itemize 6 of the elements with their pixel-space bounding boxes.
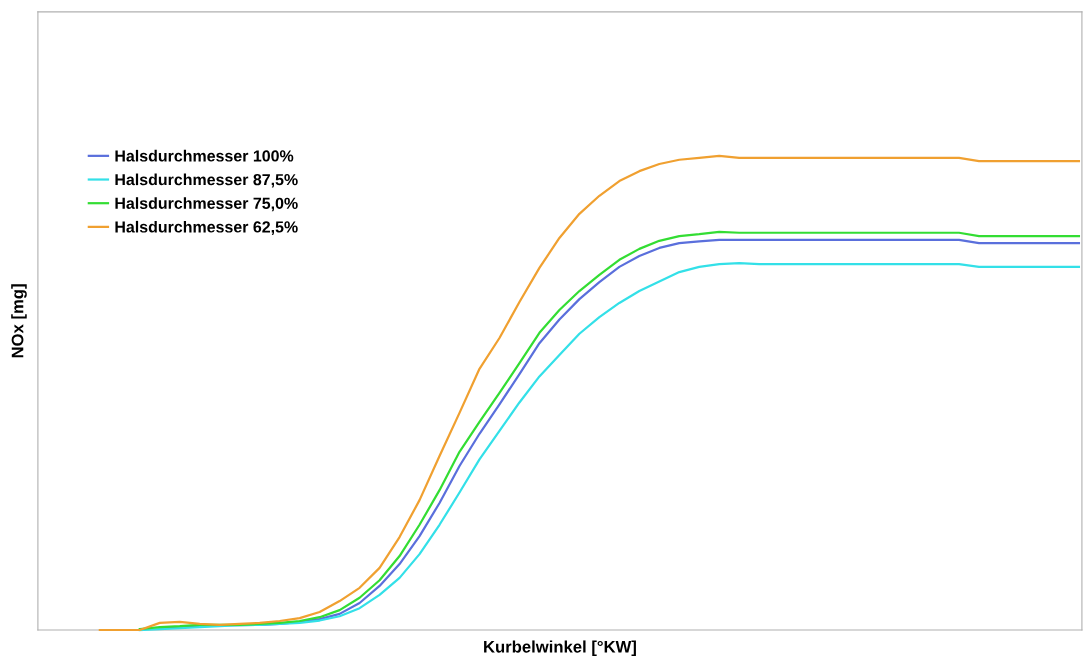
legend-label: Halsdurchmesser 87,5% bbox=[115, 173, 298, 188]
x-axis-title: Kurbelwinkel [°KW] bbox=[484, 640, 636, 656]
y-axis-title: NOx [mg] bbox=[11, 284, 27, 358]
legend-label: Halsdurchmesser 100% bbox=[115, 149, 294, 162]
legend-label: Halsdurchmesser 62,5% bbox=[115, 220, 298, 235]
legend-label: Halsdurchmesser 75,0% bbox=[115, 197, 298, 212]
